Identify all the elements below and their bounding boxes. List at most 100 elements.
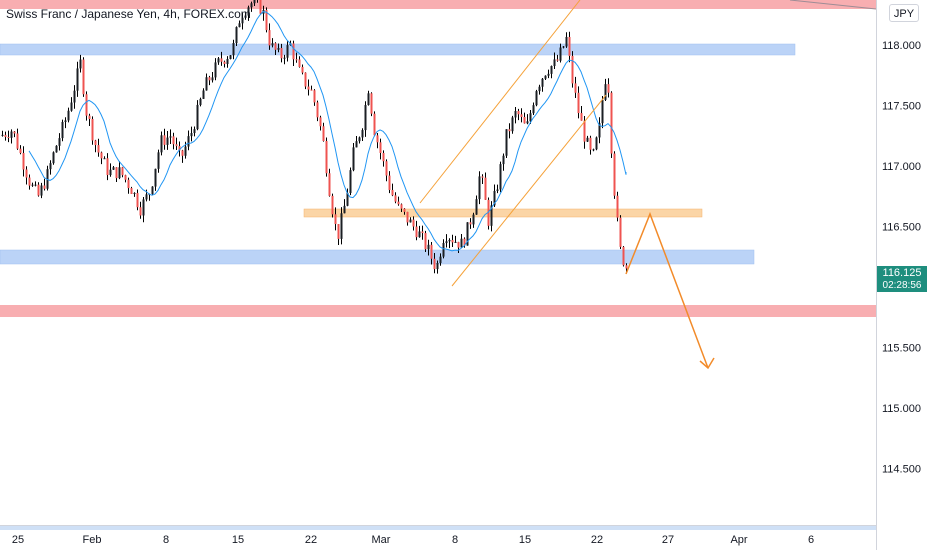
candle-body — [76, 68, 79, 91]
time-axis[interactable]: 25 Feb 8 15 22 Mar 8 15 22 27 Apr 6 — [12, 534, 814, 546]
candle-body — [355, 141, 358, 148]
x-tick-label: 15 — [519, 534, 531, 546]
candle-body — [517, 111, 520, 115]
candle-body — [550, 66, 553, 74]
projection-arrow — [625, 211, 709, 369]
x-tick-label: 8 — [452, 534, 458, 546]
candle-body — [106, 158, 109, 176]
candle-body — [52, 152, 55, 164]
candle-body — [433, 258, 436, 270]
x-tick-label: Apr — [730, 534, 747, 546]
candle-body — [97, 145, 100, 153]
candle-body — [175, 144, 178, 147]
candle-body — [73, 90, 76, 103]
candle-body — [232, 43, 235, 56]
candle-body — [109, 169, 112, 176]
candle-body — [568, 36, 571, 56]
candle-body — [571, 55, 574, 84]
candle-body — [322, 126, 325, 141]
candle-body — [493, 190, 496, 206]
candle-body — [532, 105, 535, 114]
candle-body — [379, 142, 382, 153]
candle-body — [526, 121, 529, 124]
candle-body — [169, 136, 172, 138]
candle-body — [589, 137, 592, 150]
candle-body — [40, 185, 43, 196]
candle-body — [403, 208, 406, 212]
candle-body — [460, 238, 463, 248]
candle-body — [4, 134, 7, 137]
candle-body — [301, 66, 304, 73]
candle-body — [1, 134, 4, 136]
candle-body — [436, 263, 439, 270]
candle-body — [283, 57, 286, 59]
currency-button[interactable]: JPY — [889, 4, 919, 22]
candle-body — [199, 98, 202, 105]
candle-body — [607, 84, 610, 93]
candle-body — [277, 47, 280, 50]
candle-body — [625, 265, 628, 269]
candle-body — [88, 115, 91, 119]
candle-body — [205, 77, 208, 91]
candle-body — [22, 153, 25, 170]
candle-body — [541, 78, 544, 87]
candle-body — [172, 136, 175, 145]
candle-body — [352, 147, 355, 171]
candle-body — [157, 152, 160, 169]
candle-body — [499, 164, 502, 190]
candle-body — [13, 131, 16, 134]
candle-body — [538, 86, 541, 92]
candle-body — [418, 231, 421, 238]
candle-body — [421, 231, 424, 234]
chart-title: Swiss Franc / Japanese Yen, 4h, FOREX.co… — [6, 7, 251, 21]
candle-body — [178, 146, 181, 151]
candle-body — [145, 194, 148, 200]
candle-body — [361, 130, 364, 138]
candle-body — [427, 244, 430, 250]
candle-body — [577, 92, 580, 114]
candle-body — [412, 219, 415, 227]
candle-body — [349, 170, 352, 193]
candle-body — [19, 148, 22, 154]
candle-body — [490, 205, 493, 226]
candle-body — [10, 131, 13, 138]
candle-body — [562, 46, 565, 48]
candle-body — [481, 176, 484, 178]
candle-body — [370, 93, 373, 114]
candle-body — [238, 23, 241, 28]
x-tick-label: Feb — [83, 534, 102, 546]
candle-body — [406, 211, 409, 223]
candle-body — [583, 120, 586, 142]
candle-body — [586, 137, 589, 142]
candle-body — [511, 117, 514, 132]
resistance-zone-blue — [0, 43, 796, 56]
candle-body — [253, 0, 256, 4]
time-scroll-strip — [0, 526, 876, 530]
candle-body — [520, 114, 523, 117]
candle-body — [49, 163, 52, 170]
candle-body — [451, 239, 454, 243]
candle-body — [565, 36, 568, 47]
candle-body — [25, 169, 28, 178]
candle-body — [91, 118, 94, 141]
candle-body — [334, 214, 337, 225]
candle-body — [181, 150, 184, 156]
candle-body — [328, 173, 331, 196]
candle-body — [133, 192, 136, 194]
candle-body — [34, 184, 37, 186]
price-axis[interactable]: 118.000117.500117.000116.500116.000115.5… — [882, 40, 921, 476]
candle-body — [358, 137, 361, 142]
candle-body — [604, 84, 607, 100]
candle-body — [94, 140, 97, 146]
candle-body — [367, 93, 370, 106]
channel-lower-line — [451, 94, 607, 287]
candle-body — [55, 145, 58, 153]
candle-body — [559, 47, 562, 61]
candle-body — [220, 58, 223, 62]
candle-body — [307, 86, 310, 90]
bar-countdown: 02:28:56 — [882, 280, 922, 291]
support-zone-orange — [303, 208, 703, 218]
support-zone-blue — [0, 249, 755, 265]
candle-body — [529, 113, 532, 122]
